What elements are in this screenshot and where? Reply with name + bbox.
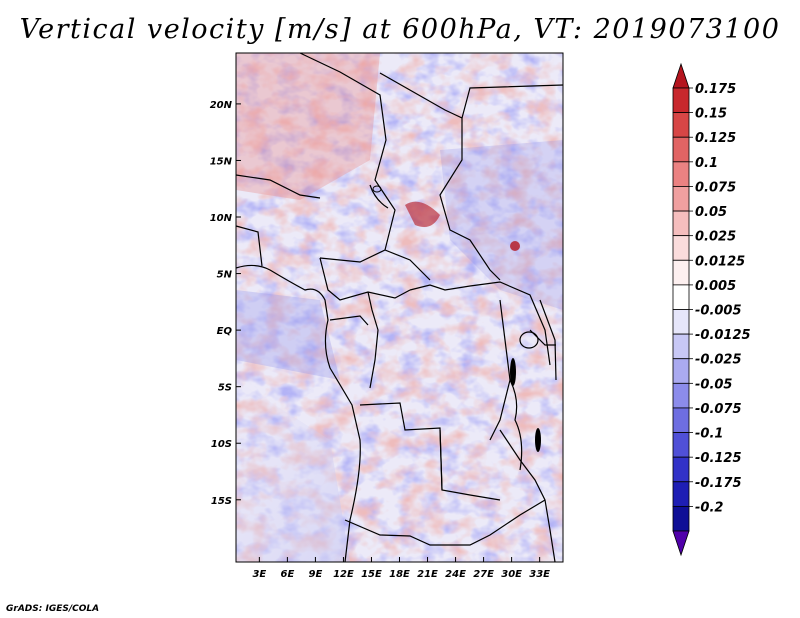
- lake-tanganyika: [510, 358, 516, 386]
- colorbar-box: [672, 382, 690, 409]
- latitude-axis: 20N 15N 10N 5N EQ 5S 10S 15S: [210, 100, 241, 507]
- colorbar-box: [672, 333, 690, 360]
- colorbar-box: [672, 136, 690, 163]
- longitude-axis: 3E 6E 9E 12E 15E 18E 21E 24E 27E 30E 33E: [252, 557, 550, 580]
- descent-region-atlantic: [236, 290, 340, 380]
- lakes: [372, 185, 541, 452]
- strong-ascent-cell: [405, 201, 440, 228]
- ascent-region-north: [236, 53, 380, 200]
- colorbar-box: [672, 186, 690, 212]
- lon-tick-label: 9E: [309, 569, 323, 580]
- colorbar-label: 0.125: [695, 131, 736, 146]
- colorbar-box: [672, 309, 690, 335]
- plot-title: Vertical velocity [m/s] at 600hPa, VT: 2…: [19, 14, 781, 45]
- lake-malawi: [535, 428, 541, 452]
- colorbar-label: 0.05: [695, 205, 727, 220]
- strong-ascent-cell: [510, 241, 520, 251]
- colorbar-label: -0.1: [695, 427, 723, 442]
- lon-tick-label: 21E: [417, 569, 438, 580]
- colorbar-label: -0.005: [695, 304, 742, 319]
- lake-victoria: [519, 331, 539, 349]
- lon-tick-label: 15E: [361, 569, 382, 580]
- colorbar-top-triangle: [672, 62, 690, 89]
- lat-tick-label: 20N: [210, 100, 233, 111]
- lon-tick-label: 24E: [445, 569, 466, 580]
- lat-tick-label: 5S: [218, 383, 232, 394]
- lon-tick-label: 33E: [529, 569, 550, 580]
- colorbar: 0.175 0.15 0.125 0.1 0.075 0.05 0.025 0.0125 0.0…: [672, 62, 751, 557]
- colorbar-bottom-triangle: [672, 530, 690, 557]
- colorbar-label: -0.125: [695, 451, 742, 466]
- lat-tick-label: 5N: [217, 270, 233, 281]
- descent-region-east: [440, 140, 563, 310]
- colorbar-box: [672, 161, 690, 187]
- lon-tick-label: 12E: [333, 569, 354, 580]
- lat-tick-label: 15S: [211, 496, 232, 507]
- colorbar-box: [672, 505, 690, 532]
- colorbar-box: [672, 284, 690, 310]
- map-panel: 20N 15N 10N 5N EQ 5S 10S 15S 3E 6E 9E 12E 15E 18E 21E…: [210, 52, 564, 580]
- colorbar-label: 0.175: [695, 82, 736, 97]
- lat-tick-label: 10S: [211, 439, 232, 450]
- lon-tick-label: 6E: [280, 569, 294, 580]
- colorbar-box: [672, 481, 690, 507]
- colorbar-label: -0.0125: [695, 328, 751, 343]
- lake-chad: [372, 185, 382, 193]
- lon-tick-label: 27E: [473, 569, 494, 580]
- colorbar-box: [672, 87, 690, 114]
- colorbar-label: -0.175: [695, 476, 742, 491]
- lon-tick-label: 3E: [252, 569, 266, 580]
- colorbar-box: [672, 407, 690, 433]
- colorbar-box: [672, 358, 690, 384]
- lon-tick-label: 30E: [501, 569, 522, 580]
- colorbar-label: 0.0125: [695, 254, 745, 269]
- lat-tick-label: 15N: [210, 156, 233, 167]
- colorbar-label: -0.05: [695, 377, 732, 392]
- lat-tick-label: EQ: [217, 326, 233, 337]
- colorbar-label: 0.025: [695, 230, 736, 245]
- colorbar-label: 0.1: [695, 156, 718, 171]
- colorbar-label: -0.2: [695, 500, 723, 515]
- colorbar-label: -0.025: [695, 353, 742, 368]
- colorbar-label: -0.075: [695, 402, 742, 417]
- lat-tick-label: 10N: [210, 213, 233, 224]
- colorbar-box: [672, 112, 690, 138]
- credit-text: GrADS: IGES/COLA: [6, 604, 100, 614]
- lon-tick-label: 18E: [389, 569, 410, 580]
- colorbar-box: [672, 456, 690, 483]
- descent-region-southwest: [236, 380, 350, 562]
- colorbar-box: [672, 235, 690, 261]
- colorbar-box: [672, 432, 690, 458]
- colorbar-box: [672, 210, 690, 237]
- country-boundaries: [235, 52, 564, 563]
- colorbar-box: [672, 259, 690, 286]
- colorbar-label: 0.005: [695, 279, 736, 294]
- colorbar-label: 0.075: [695, 180, 736, 195]
- colorbar-label: 0.15: [695, 107, 727, 122]
